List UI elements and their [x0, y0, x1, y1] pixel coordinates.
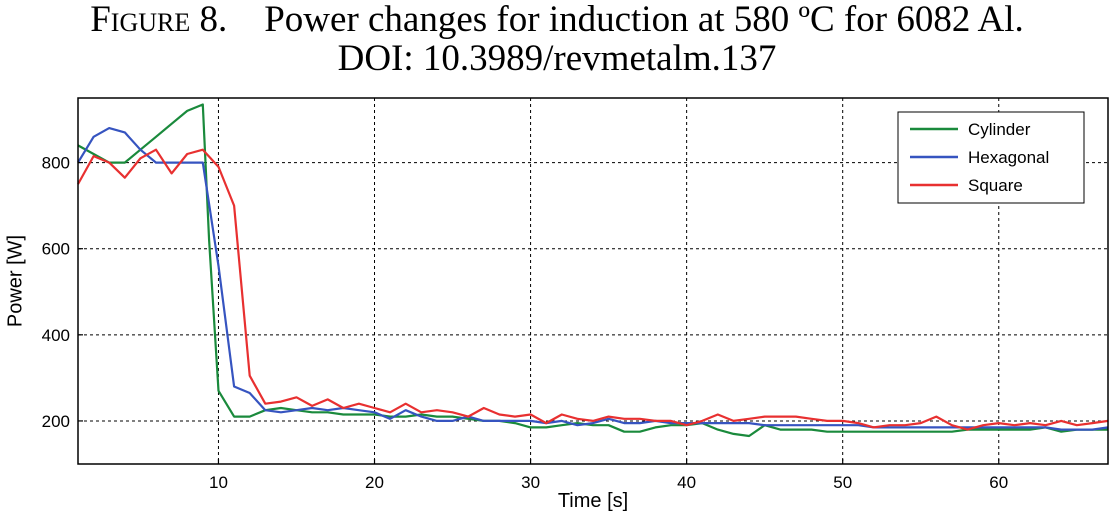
y-tick-label: 400	[42, 326, 70, 345]
x-axis-label: Time [s]	[558, 490, 628, 512]
x-tick-label: 20	[365, 473, 384, 492]
figure-doi: DOI: 10.3989/revmetalm.137	[337, 38, 777, 79]
legend-label-square: Square	[968, 176, 1023, 195]
series-line-square	[77, 148, 1109, 431]
plot-frame	[77, 97, 1109, 465]
legend-label-cylinder: Cylinder	[968, 120, 1031, 139]
figure-title: Power changes for induction at 580 ºC fo…	[264, 0, 1024, 40]
x-tick-label: 10	[209, 473, 228, 492]
legend-label-hexagonal: Hexagonal	[968, 148, 1049, 167]
series-line-hexagonal	[77, 127, 1109, 431]
x-tick-label: 50	[833, 473, 852, 492]
y-tick-label: 600	[42, 240, 70, 259]
series-layer	[77, 103, 1109, 438]
y-axis-label: Power [W]	[4, 235, 26, 327]
x-tick-label: 30	[521, 473, 540, 492]
tick-layer: 10 20 30 40 50 60 200 400 600 800	[42, 154, 1009, 492]
legend: Cylinder Hexagonal Square	[897, 111, 1085, 204]
figure-caption: Figure 8. Power changes for induction at…	[0, 0, 1114, 78]
y-tick-label: 200	[42, 412, 70, 431]
legend-items: Cylinder Hexagonal Square	[910, 120, 1049, 195]
x-tick-label: 40	[677, 473, 696, 492]
y-tick-label: 800	[42, 154, 70, 173]
caption-line-1: Figure 8. Power changes for induction at…	[0, 0, 1114, 39]
figure-label: Figure 8.	[90, 0, 228, 40]
x-tick-label: 60	[989, 473, 1008, 492]
